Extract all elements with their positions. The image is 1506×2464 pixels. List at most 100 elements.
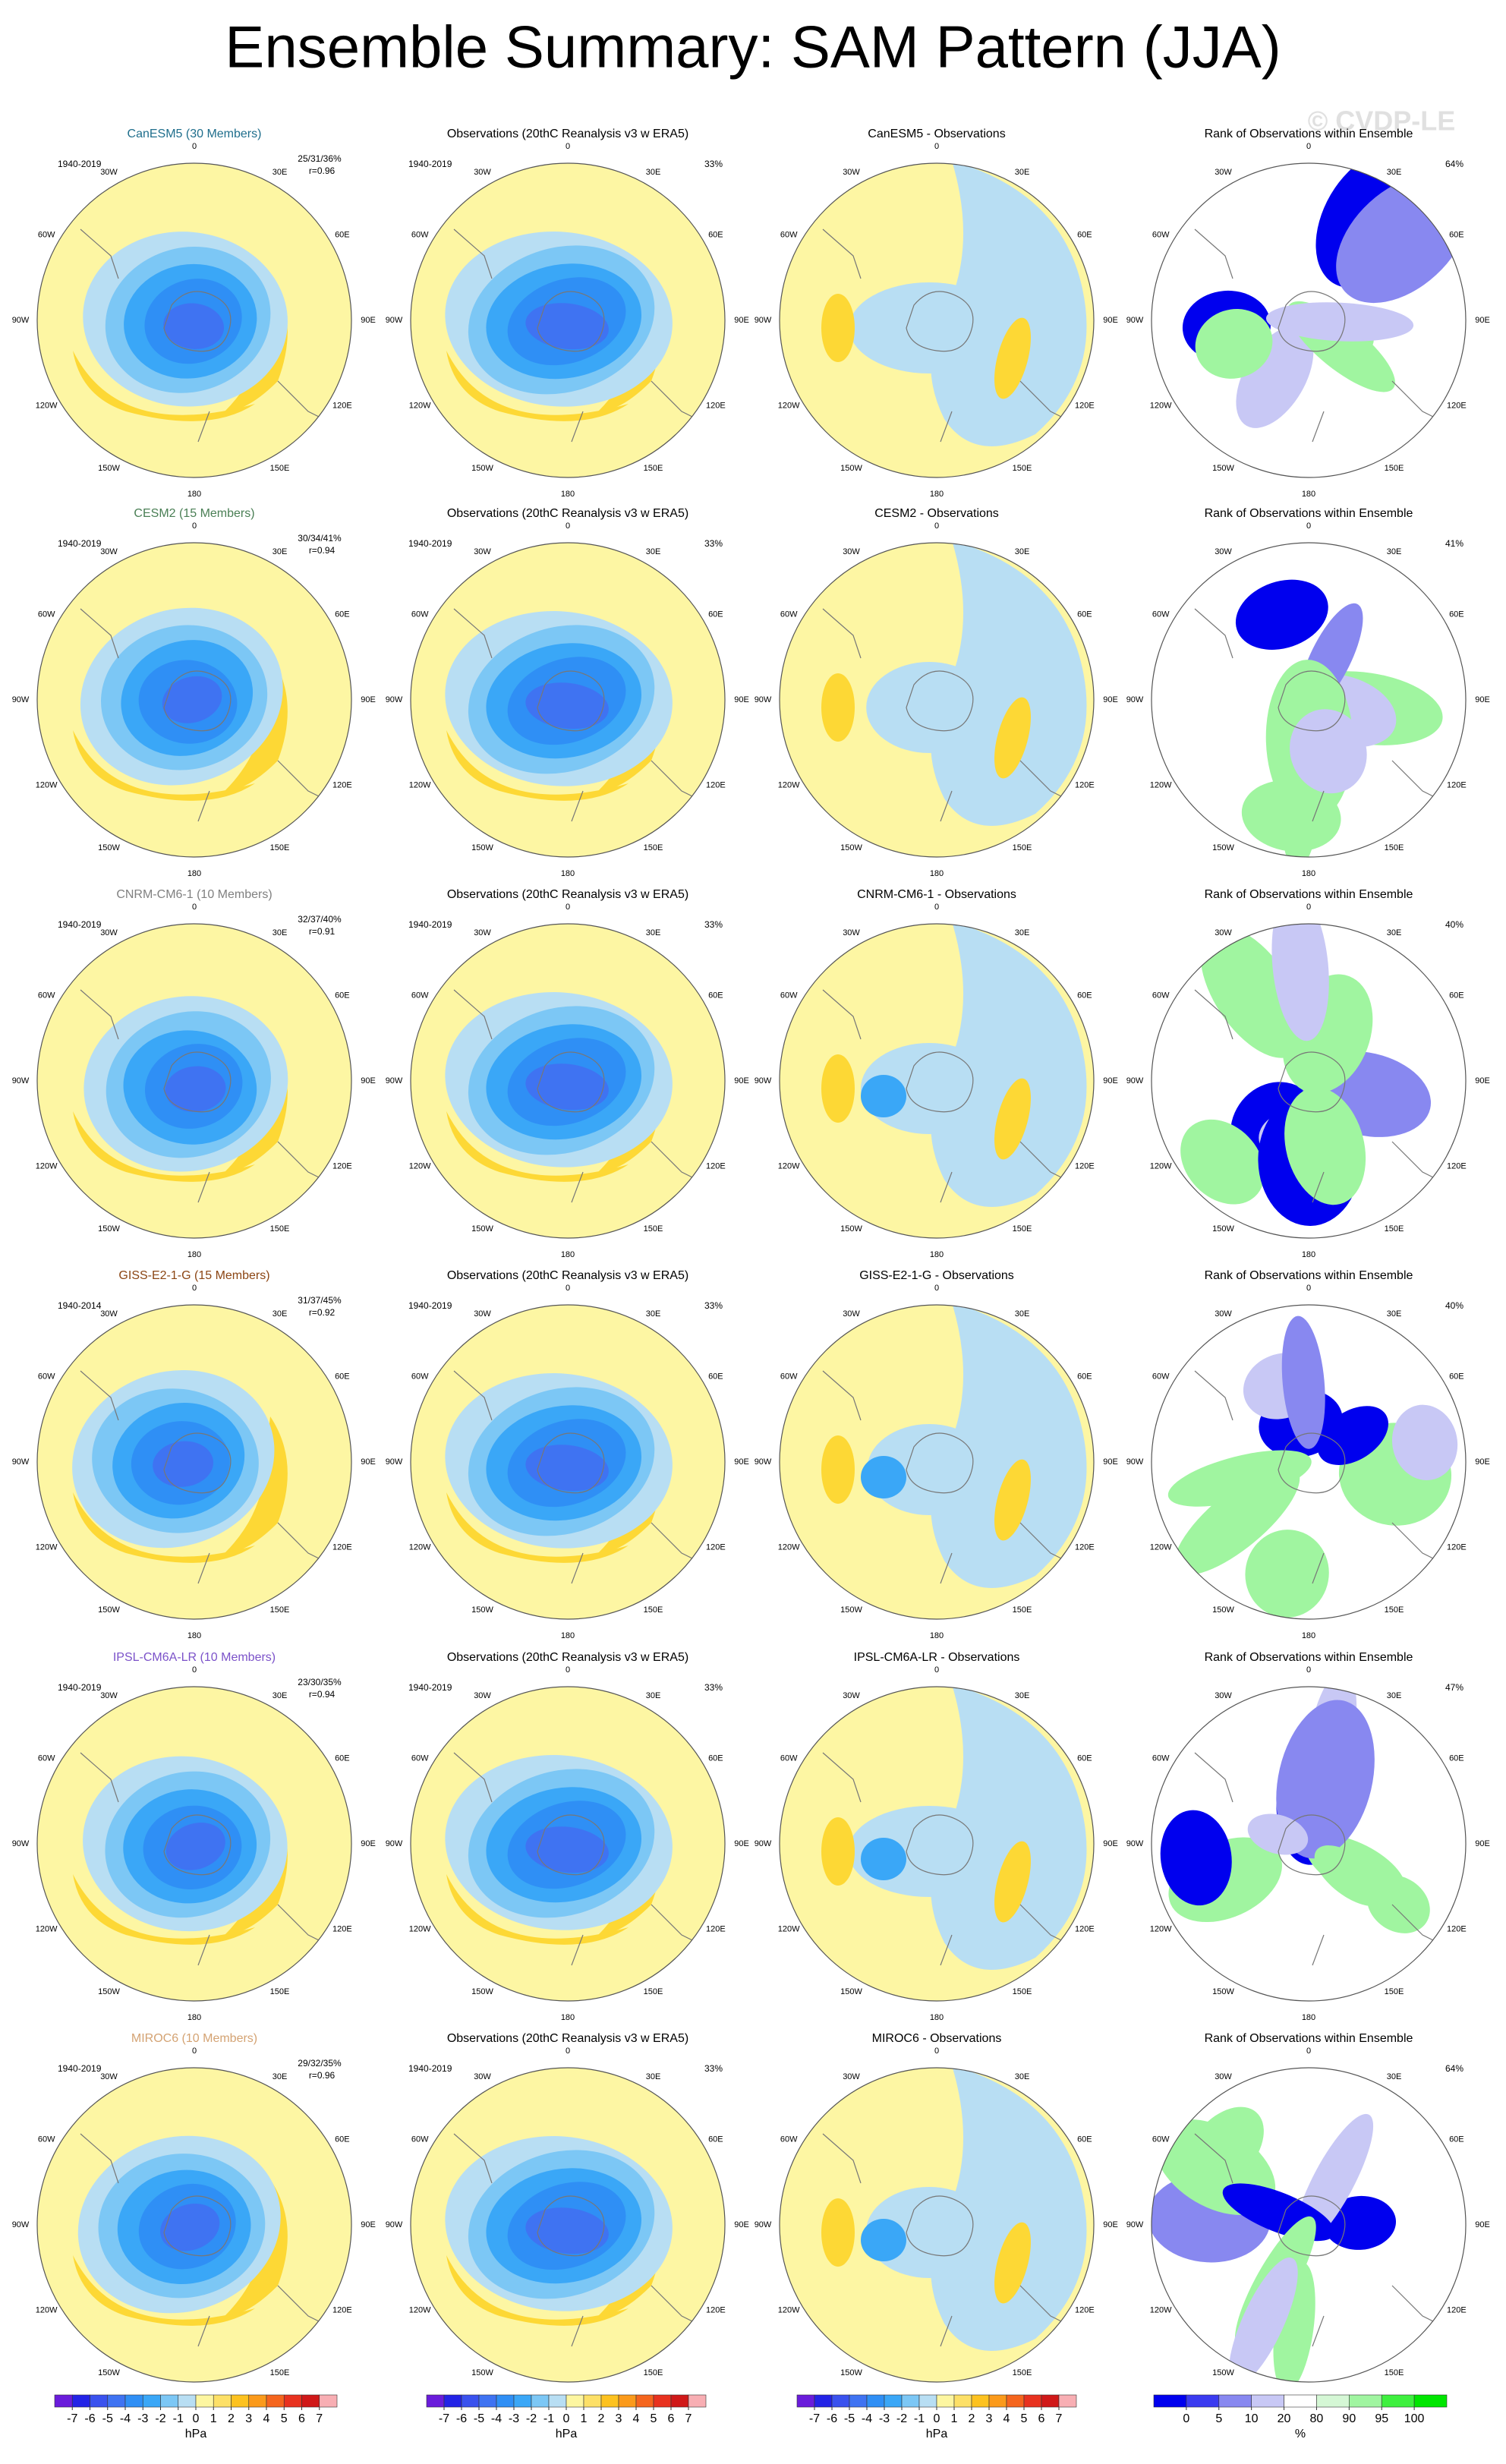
colorbar-label: -6	[827, 2412, 837, 2425]
colorbar-label: 3	[245, 2412, 252, 2425]
negative-difference	[931, 924, 1087, 1207]
period: 1940-2019	[408, 159, 452, 169]
longitude-label: 0	[192, 1665, 197, 1675]
colorbar-box	[266, 2394, 285, 2408]
positive-difference	[821, 294, 855, 362]
negative-difference	[931, 2068, 1087, 2351]
longitude-label: 60E	[708, 230, 723, 239]
correlation: r=0.91	[309, 926, 336, 937]
longitude-label: 60W	[38, 1753, 55, 1763]
panel-title: CanESM5 (30 Members)	[128, 128, 262, 140]
longitude-label: 60E	[708, 610, 723, 619]
longitude-label: 120E	[332, 1924, 352, 1933]
coastline	[80, 989, 324, 1203]
longitude-label: 120W	[778, 1924, 800, 1933]
colorbar-box	[1413, 2394, 1448, 2408]
longitude-label: 120E	[706, 780, 726, 789]
negative-anomaly	[525, 2207, 609, 2254]
colorbar-box	[160, 2394, 179, 2408]
stats: 23/30/35%	[298, 1677, 342, 1687]
colorbar-box	[319, 2394, 338, 2408]
longitude-label: 120W	[778, 780, 800, 789]
colorbar-box	[814, 2394, 833, 2408]
negative-anomaly	[165, 1823, 225, 1870]
map-border	[1151, 1304, 1467, 1620]
colorbar-box	[1284, 2394, 1317, 2408]
colorbar-box	[600, 2394, 619, 2408]
longitude-label: 60E	[1449, 610, 1464, 619]
longitude-label: 120E	[706, 1161, 726, 1171]
colorbar-label: -2	[526, 2412, 537, 2425]
colorbar-box	[478, 2394, 497, 2408]
pct: 33%	[704, 538, 723, 549]
longitude-label: 90W	[386, 1457, 403, 1467]
longitude-label: 90W	[1126, 316, 1144, 325]
longitude-label: 120W	[1150, 1542, 1172, 1552]
longitude-label: 120E	[332, 1542, 352, 1552]
map	[780, 924, 1094, 1238]
longitude-label: 120E	[1075, 401, 1095, 410]
longitude-label: 150E	[644, 1224, 663, 1234]
map-border	[779, 923, 1095, 1239]
longitude-label: 90E	[1103, 695, 1118, 704]
coastline	[453, 1752, 698, 1966]
longitude-label: 90W	[1126, 1457, 1144, 1467]
colorbar-box	[653, 2394, 672, 2408]
longitude-label: 30E	[1015, 2072, 1030, 2081]
longitude-label: 0	[566, 903, 570, 912]
map	[1152, 543, 1466, 857]
longitude-label: 180	[187, 869, 201, 878]
longitude-label: 30E	[1015, 928, 1030, 937]
longitude-label: 120W	[36, 1924, 58, 1933]
longitude-label: 0	[1306, 142, 1311, 151]
stats: 29/32/35%	[298, 2058, 342, 2069]
longitude-label: 180	[187, 490, 201, 499]
rank-region	[1391, 1404, 1458, 1481]
coastline	[453, 989, 698, 1203]
longitude-label: 60E	[708, 991, 723, 1000]
longitude-label: 90E	[1475, 2220, 1490, 2229]
longitude-label: 30E	[1015, 1691, 1030, 1700]
longitude-label: 30W	[474, 547, 491, 556]
coastline	[453, 608, 698, 822]
longitude-label: 150E	[270, 2368, 290, 2377]
coastline	[822, 1752, 1066, 1966]
map-border	[410, 923, 726, 1239]
longitude-label: 180	[930, 869, 944, 878]
longitude-label: 30W	[843, 547, 860, 556]
colorbar-box	[866, 2394, 885, 2408]
colorbar-box	[971, 2394, 990, 2408]
correlation: r=0.96	[309, 2070, 336, 2081]
negative-difference	[861, 1456, 906, 1498]
longitude-label: 30E	[1015, 547, 1030, 556]
rank-region	[1271, 924, 1329, 1041]
longitude-label: 60E	[335, 2135, 350, 2144]
longitude-label: 90W	[12, 1839, 30, 1848]
negative-difference	[866, 662, 992, 753]
colorbar-box	[635, 2394, 654, 2408]
longitude-label: 90E	[734, 695, 749, 704]
longitude-label: 0	[566, 1284, 570, 1293]
colorbar-box	[1058, 2394, 1077, 2408]
longitude-label: 0	[1306, 903, 1311, 912]
period: 1940-2019	[408, 2063, 452, 2074]
longitude-label: 60W	[1152, 2135, 1170, 2144]
negative-anomaly	[153, 1441, 213, 1487]
coastline	[822, 1370, 1066, 1584]
longitude-label: 150W	[840, 1605, 862, 1615]
longitude-label: 180	[1302, 869, 1315, 878]
stats: 31/37/45%	[298, 1295, 342, 1306]
colorbar-label: 0	[934, 2412, 940, 2425]
longitude-label: 30E	[646, 2072, 661, 2081]
longitude-label: 60W	[38, 230, 55, 239]
longitude-label: 120W	[778, 401, 800, 410]
longitude-label: 60W	[411, 230, 429, 239]
longitude-label: 120W	[409, 1161, 431, 1171]
colorbar-label: 4	[263, 2412, 270, 2425]
longitude-label: 150E	[1385, 1605, 1404, 1615]
panel-title: MIROC6 (10 Members)	[131, 2032, 257, 2045]
longitude-label: 30E	[1387, 1691, 1402, 1700]
longitude-label: 150E	[270, 1987, 290, 1996]
longitude-label: 150E	[270, 1605, 290, 1615]
longitude-label: 90E	[1103, 1076, 1118, 1085]
